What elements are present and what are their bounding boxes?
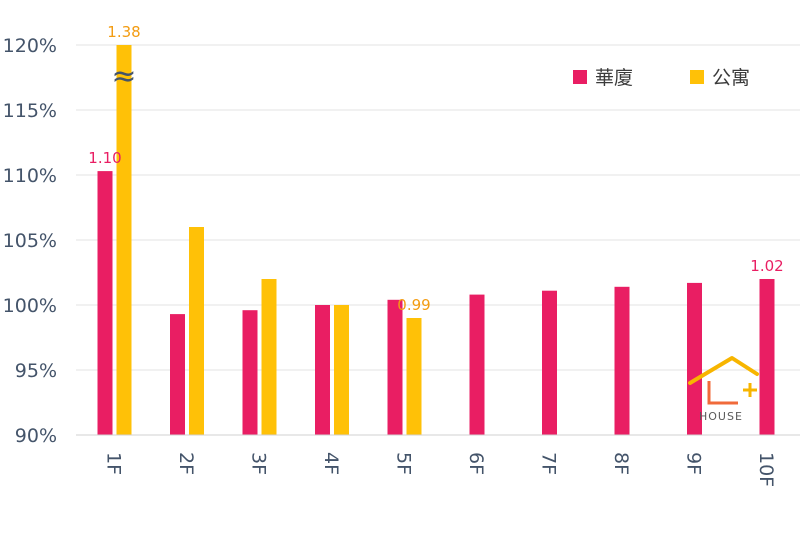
legend: 華廈 公寓 xyxy=(573,67,750,89)
legend-swatch-series-1 xyxy=(573,70,587,84)
bar-4F-series-1 xyxy=(315,305,330,435)
x-tick-label: 7F xyxy=(538,452,560,475)
x-tick-label: 6F xyxy=(465,452,487,475)
bar-8F-series-1 xyxy=(614,286,630,435)
x-tick-label: 2F xyxy=(175,452,197,475)
y-tick-label: 105% xyxy=(3,230,57,252)
bar-3F-series-1 xyxy=(242,310,258,435)
y-tick-label: 120% xyxy=(3,35,57,57)
bar-5F-series-1 xyxy=(387,299,403,435)
house-roof-icon xyxy=(688,356,759,385)
bar-2F-series-1 xyxy=(170,314,185,435)
bar-6F-series-1 xyxy=(469,294,485,435)
bar-4F-series-2 xyxy=(334,305,349,435)
x-tick-label: 8F xyxy=(610,452,632,475)
bars xyxy=(97,45,775,435)
y-tick-label: 100% xyxy=(3,295,57,317)
data-label: 1.02 xyxy=(750,257,783,275)
bar-9F-series-1 xyxy=(687,282,702,435)
legend-label-series-1: 華廈 xyxy=(595,67,633,89)
x-tick-label: 1F xyxy=(103,452,125,475)
house-wall-icon xyxy=(707,381,738,405)
axis-break-marker: ≈ xyxy=(111,59,136,94)
x-tick-label: 3F xyxy=(248,452,270,475)
y-axis-ticks: 90% 95% 100% 105% 110% 115% 120% xyxy=(3,35,57,447)
bar-2F-series-2 xyxy=(189,227,204,435)
x-tick-label: 5F xyxy=(393,452,415,475)
data-label: 1.10 xyxy=(88,149,121,167)
x-axis-ticks: 1F 2F 3F 4F 5F 6F 7F 8F 9F 10F xyxy=(103,452,778,487)
legend-swatch-series-2 xyxy=(690,70,704,84)
bar-5F-series-2 xyxy=(406,318,422,435)
x-tick-label: 10F xyxy=(755,452,777,487)
y-tick-label: 115% xyxy=(3,100,57,122)
y-tick-label: 90% xyxy=(15,425,57,447)
y-tick-label: 95% xyxy=(15,360,57,382)
data-label: 1.38 xyxy=(107,23,140,41)
bar-3F-series-2 xyxy=(261,279,277,435)
x-tick-label: 9F xyxy=(683,452,705,475)
logo-text: HOUSE xyxy=(699,410,743,423)
bar-1F-series-1 xyxy=(97,171,113,435)
data-label: 0.99 xyxy=(397,296,430,314)
house-logo: HOUSE xyxy=(688,356,759,423)
bar-10F-series-1 xyxy=(759,279,775,435)
bar-7F-series-1 xyxy=(542,290,557,435)
bar-1F-series-2 xyxy=(116,45,132,435)
x-tick-label: 4F xyxy=(320,452,342,475)
data-labels: 1.10 1.38 0.99 1.02 ≈ xyxy=(88,23,783,314)
legend-label-series-2: 公寓 xyxy=(712,67,750,89)
y-tick-label: 110% xyxy=(3,165,57,187)
